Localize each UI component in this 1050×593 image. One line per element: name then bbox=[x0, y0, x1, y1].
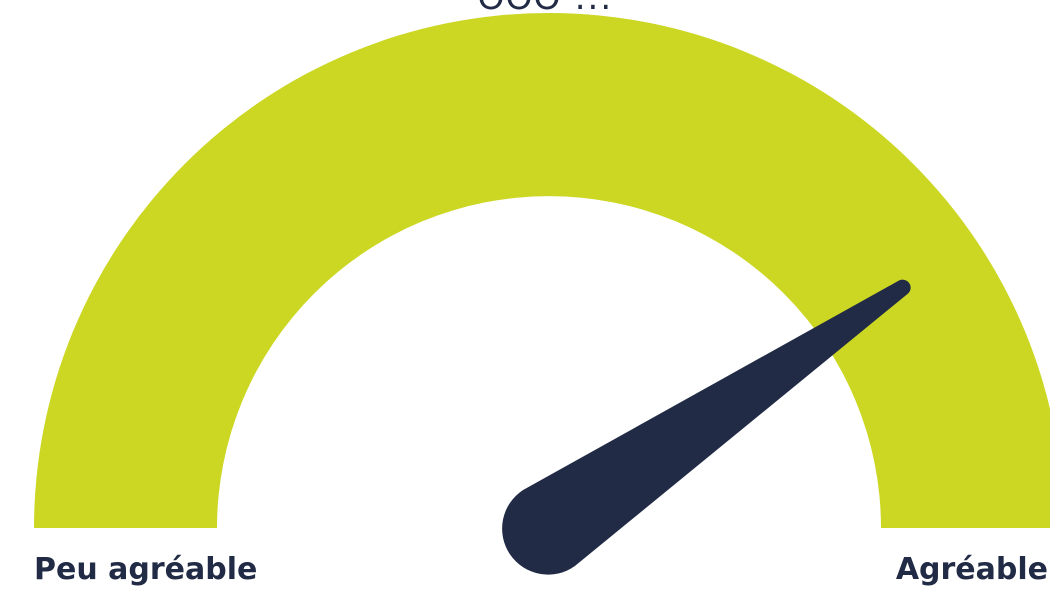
max-label: Agréable bbox=[895, 552, 1048, 587]
min-label: Peu agréable bbox=[34, 552, 258, 587]
top-glyphs: ƱƱƱ ... bbox=[478, 0, 613, 18]
gauge-arc bbox=[34, 13, 1050, 528]
gauge-needle-icon bbox=[502, 279, 911, 575]
